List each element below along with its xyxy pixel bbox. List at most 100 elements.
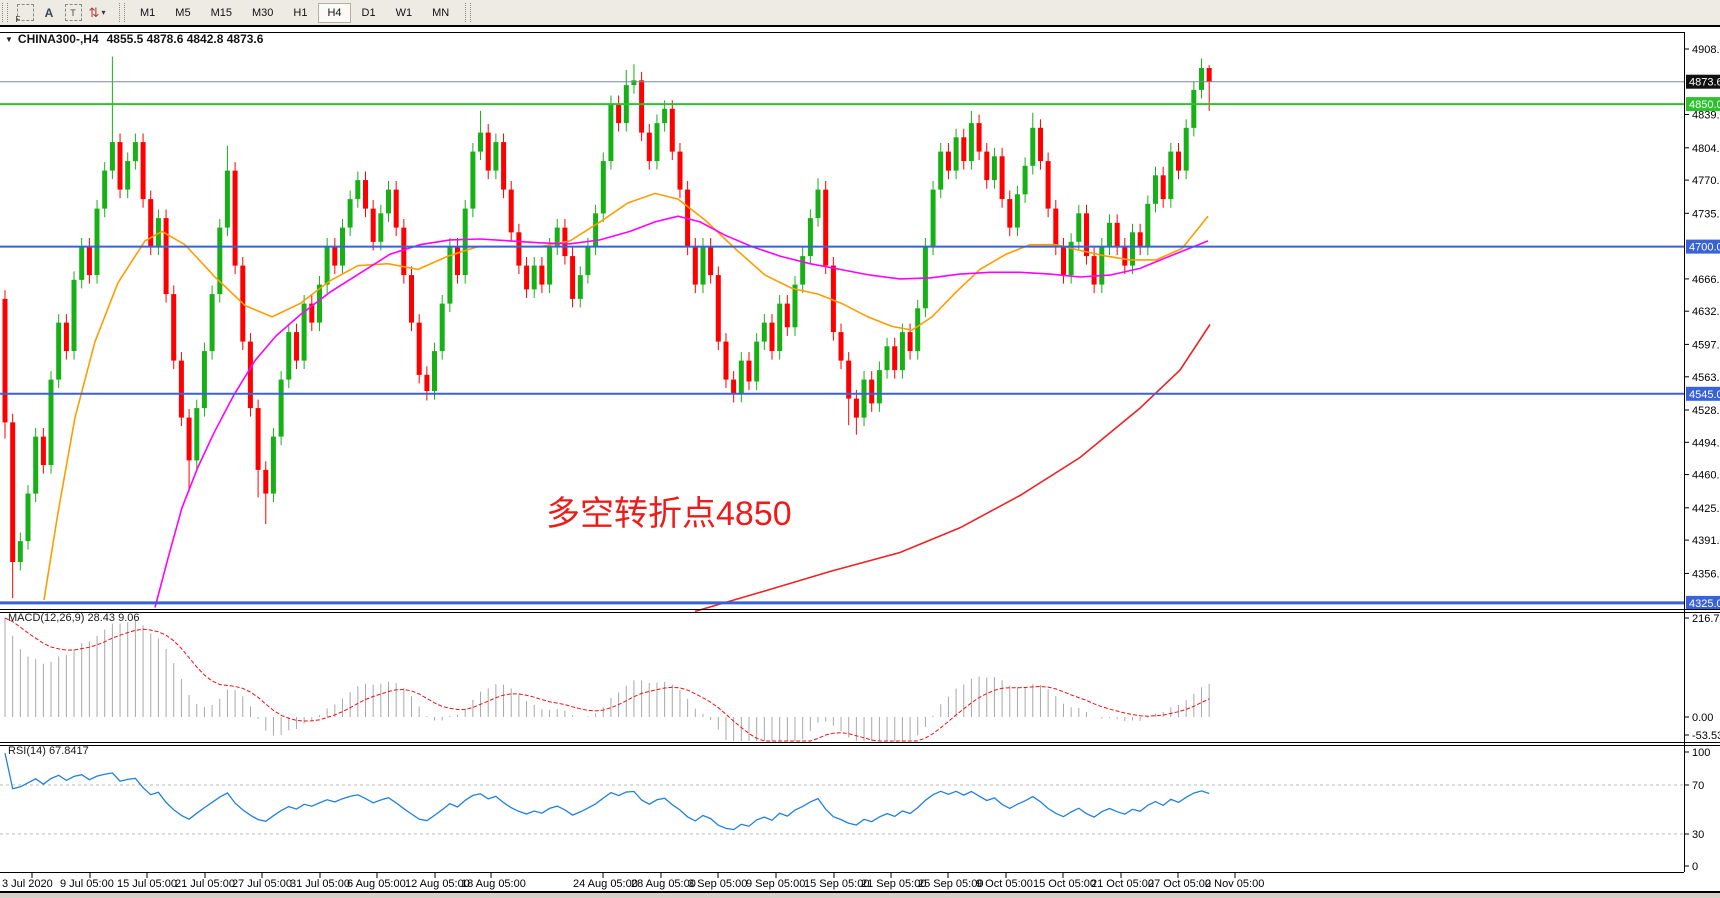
svg-text:21 Oct 05:00: 21 Oct 05:00	[1091, 878, 1154, 890]
svg-text:4528.0: 4528.0	[1692, 405, 1720, 417]
macd-main-value: 28.43	[87, 612, 116, 624]
rsi-axis: 100 70 30 0	[1684, 747, 1710, 873]
svg-text:4325.0: 4325.0	[1689, 598, 1720, 610]
chart-title: ▼ CHINA300-,H4 4855.5 4878.6 4842.8 4873.6	[5, 32, 263, 46]
svg-text:100: 100	[1692, 747, 1710, 759]
svg-text:9 Sep 05:00: 9 Sep 05:00	[746, 878, 805, 890]
text-label-icon[interactable]: T	[63, 2, 83, 23]
template-f-icon[interactable]: F	[15, 2, 35, 24]
svg-text:24 Aug 05:00: 24 Aug 05:00	[573, 878, 638, 890]
svg-text:9 Oct 05:00: 9 Oct 05:00	[976, 878, 1033, 890]
svg-text:2 Nov 05:00: 2 Nov 05:00	[1205, 878, 1264, 890]
svg-text:31 Jul 05:00: 31 Jul 05:00	[290, 878, 350, 890]
svg-text:27 Jul 05:00: 27 Jul 05:00	[232, 878, 292, 890]
macd-signal-line	[4, 617, 1210, 742]
boxed-t-icon: T	[64, 4, 82, 21]
macd-histogram	[4, 618, 1210, 741]
horizontal-levels	[0, 81, 1684, 605]
svg-text:4839.0: 4839.0	[1692, 110, 1720, 122]
pane-separators	[0, 609, 1720, 873]
macd-axis: 216.78 0.00 -53.53	[1684, 613, 1720, 742]
dotted-rect-icon: F	[16, 4, 34, 24]
tf-button-m15[interactable]: M15	[210, 6, 232, 19]
svg-text:4494.0: 4494.0	[1692, 437, 1720, 449]
ma-long-red	[694, 324, 1211, 613]
svg-text:15 Jul 05:00: 15 Jul 05:00	[117, 878, 177, 890]
pane-divider-rsi[interactable]	[0, 739, 1720, 745]
svg-text:4425.0: 4425.0	[1692, 503, 1720, 515]
price-axis[interactable]: 4908.0 4839.0 4804.0 4770.0 4735.0 4666.0 4632…	[1684, 44, 1720, 610]
svg-text:4666.0: 4666.0	[1692, 274, 1720, 286]
svg-text:4597.0: 4597.0	[1692, 339, 1720, 351]
tf-button-h4[interactable]: H4	[318, 2, 351, 23]
rsi-label: RSI(14) 67.8417	[8, 745, 89, 757]
svg-text:18 Aug 05:00: 18 Aug 05:00	[461, 878, 526, 890]
macd-signal-value: 9.06	[118, 612, 140, 624]
svg-text:4563.0: 4563.0	[1692, 372, 1720, 384]
svg-text:4735.0: 4735.0	[1692, 208, 1720, 220]
rsi-levels	[0, 784, 1684, 835]
bottom-strip	[0, 891, 1720, 898]
svg-text:-53.53: -53.53	[1692, 730, 1720, 742]
svg-text:12 Aug 05:00: 12 Aug 05:00	[405, 878, 470, 890]
svg-text:28 Aug 05:00: 28 Aug 05:00	[631, 878, 696, 890]
svg-text:4356.0: 4356.0	[1692, 568, 1720, 580]
svg-text:21 Sep 05:00: 21 Sep 05:00	[861, 878, 926, 890]
tf-button-m1[interactable]: M1	[140, 6, 156, 19]
tf-button-m5[interactable]: M5	[175, 6, 191, 19]
plot-frame	[0, 32, 1685, 872]
candles	[2, 56, 1212, 599]
symbol-timeframe: CHINA300-,H4	[17, 32, 99, 46]
svg-text:25 Sep 05:00: 25 Sep 05:00	[918, 878, 983, 890]
macd-label: MACD(12,26,9) 28.43 9.06	[8, 612, 140, 624]
arrows-glyph: ⇅	[88, 4, 100, 20]
insert-text-icon[interactable]: A	[44, 5, 54, 20]
svg-text:21 Jul 05:00: 21 Jul 05:00	[175, 878, 235, 890]
tf-button-w1[interactable]: W1	[395, 6, 413, 19]
svg-text:3 Jul 2020: 3 Jul 2020	[2, 878, 53, 890]
svg-text:30: 30	[1692, 829, 1704, 841]
svg-text:216.78: 216.78	[1692, 613, 1720, 625]
svg-text:6 Aug 05:00: 6 Aug 05:00	[347, 878, 406, 890]
svg-text:9 Jul 05:00: 9 Jul 05:00	[60, 878, 114, 890]
svg-text:27 Oct 05:00: 27 Oct 05:00	[1148, 878, 1211, 890]
ohlc-quotes: 4855.5 4878.6 4842.8 4873.6	[106, 32, 264, 46]
svg-text:4804.0: 4804.0	[1692, 143, 1720, 155]
svg-text:0.00: 0.00	[1692, 712, 1713, 724]
chart-canvas[interactable]: 4908.0 4839.0 4804.0 4770.0 4735.0 4666.0 4632…	[0, 29, 1720, 898]
svg-text:4460.0: 4460.0	[1692, 470, 1720, 482]
toolbar-grip[interactable]	[2, 3, 8, 22]
svg-text:15 Oct 05:00: 15 Oct 05:00	[1033, 878, 1096, 890]
macd-name: MACD(12,26,9)	[8, 612, 85, 624]
arrows-dropdown-caret[interactable]: ▾	[101, 8, 106, 17]
chart-annotation-text[interactable]: 多空转折点4850	[546, 495, 792, 533]
svg-text:70: 70	[1692, 780, 1704, 792]
tf-button-m30[interactable]: M30	[251, 6, 274, 19]
tf-button-h1[interactable]: H1	[293, 6, 308, 19]
rsi-name: RSI(14)	[8, 745, 46, 757]
rsi-value: 67.8417	[48, 745, 89, 757]
svg-text:0: 0	[1692, 861, 1698, 873]
svg-text:4908.0: 4908.0	[1692, 44, 1720, 56]
ma-fast-orange	[43, 192, 1209, 601]
toolbar-grip[interactable]	[119, 3, 125, 22]
svg-text:4391.0: 4391.0	[1692, 535, 1720, 547]
toolbar: F A T ⇅ ▾ M1 M5 M15 M30 H1 H4 D1 W1 MN	[0, 0, 1720, 27]
svg-text:4850.0: 4850.0	[1689, 99, 1720, 111]
collapse-triangle-icon[interactable]: ▼	[5, 35, 13, 44]
pane-divider-macd[interactable]	[0, 606, 1720, 612]
toolbar-grip[interactable]	[465, 3, 472, 22]
svg-text:4700.0: 4700.0	[1689, 242, 1720, 254]
rsi-line	[4, 752, 1210, 831]
svg-text:4873.6: 4873.6	[1689, 77, 1720, 89]
ma-slow-magenta	[154, 215, 1209, 608]
arrow-tools-icon[interactable]: ⇅ ▾	[87, 2, 107, 23]
svg-text:4632.0: 4632.0	[1692, 306, 1720, 318]
tf-button-d1[interactable]: D1	[361, 6, 376, 19]
svg-text:15 Sep 05:00: 15 Sep 05:00	[804, 878, 869, 890]
svg-text:3 Sep 05:00: 3 Sep 05:00	[688, 878, 747, 890]
tf-button-mn[interactable]: MN	[432, 6, 450, 19]
svg-text:4545.0: 4545.0	[1689, 389, 1720, 401]
